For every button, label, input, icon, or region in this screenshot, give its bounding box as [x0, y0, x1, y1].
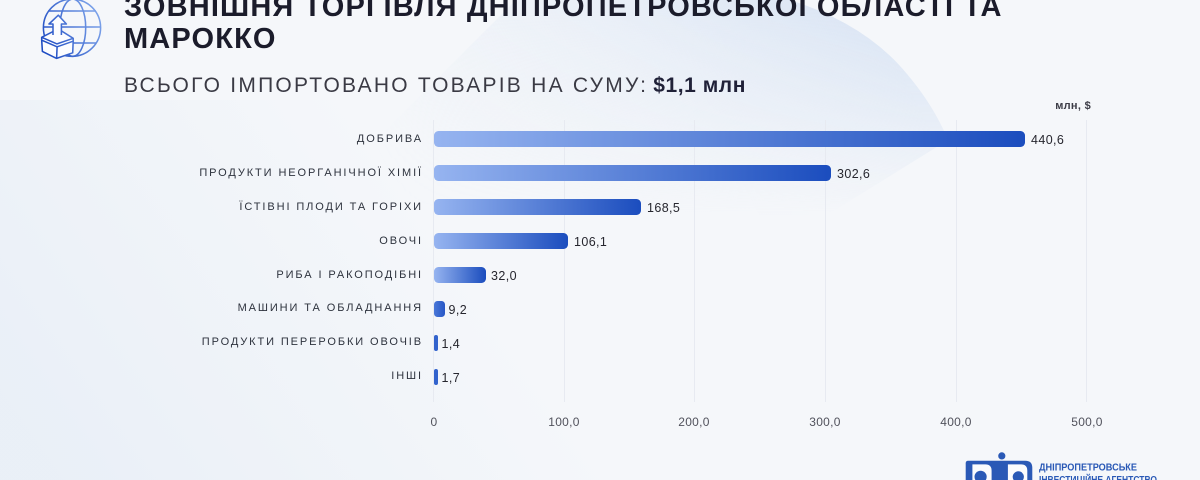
svg-text:ДНІПРОПЕТРОВСЬКЕ: ДНІПРОПЕТРОВСЬКЕ: [1039, 463, 1137, 474]
svg-text:ІНВЕСТИЦІЙНЕ АГЕНТСТВО: ІНВЕСТИЦІЙНЕ АГЕНТСТВО: [1039, 473, 1157, 480]
